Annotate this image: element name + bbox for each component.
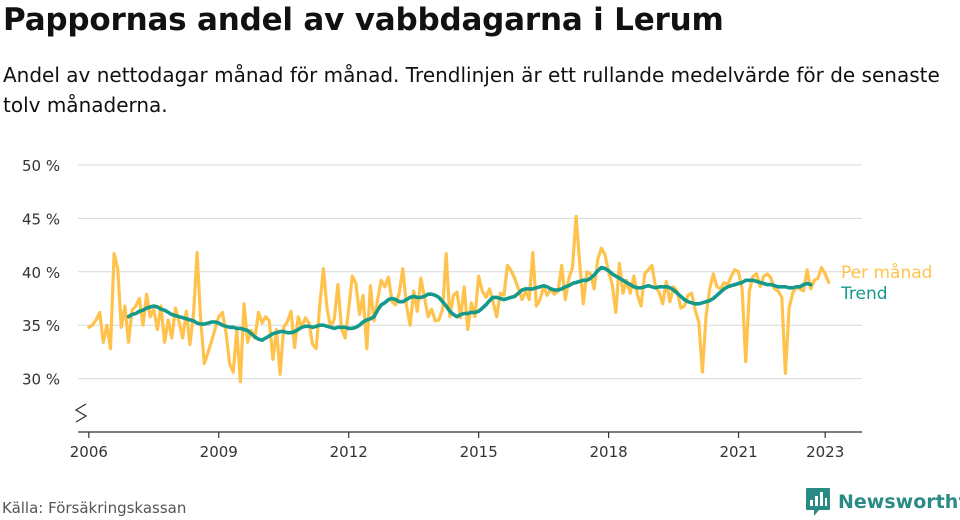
legend-label-trend: Trend bbox=[840, 284, 888, 304]
x-tick-label: 2012 bbox=[330, 443, 368, 461]
axis-break-icon bbox=[74, 403, 88, 423]
chart-title: Pappornas andel av vabbdagarna i Lerum bbox=[3, 2, 724, 38]
x-tick-label: 2006 bbox=[70, 443, 108, 461]
y-tick-label: 30 % bbox=[22, 371, 60, 389]
x-tick-label: 2015 bbox=[460, 443, 498, 461]
x-tick-label: 2021 bbox=[719, 443, 757, 461]
axis-layer: 30 % 35 % 40 % 45 % 50 % 2006 2009 2012 2015 2018… bbox=[22, 157, 862, 461]
y-tick-label: 35 % bbox=[22, 317, 60, 335]
source-note: Källa: Försäkringskassan bbox=[2, 499, 187, 517]
chart-subtitle: Andel av nettodagar månad för månad. Tre… bbox=[3, 63, 940, 117]
brand-logo[interactable]: Newsworthy bbox=[805, 487, 960, 517]
newsworthy-logo-icon bbox=[806, 488, 830, 516]
x-tick-label: 2023 bbox=[806, 443, 844, 461]
y-tick-label: 45 % bbox=[22, 210, 60, 228]
monthly-series-line bbox=[87, 214, 831, 384]
y-tick-label: 40 % bbox=[22, 264, 60, 282]
trend-series-line bbox=[126, 265, 813, 343]
brand-name: Newsworthy bbox=[838, 491, 960, 513]
grid-layer bbox=[78, 164, 862, 380]
series-layer bbox=[87, 214, 831, 384]
x-tick-label: 2018 bbox=[590, 443, 628, 461]
y-tick-label: 50 % bbox=[22, 157, 60, 175]
legend-label-per-manad: Per månad bbox=[841, 262, 932, 283]
x-tick-label: 2009 bbox=[200, 443, 238, 461]
